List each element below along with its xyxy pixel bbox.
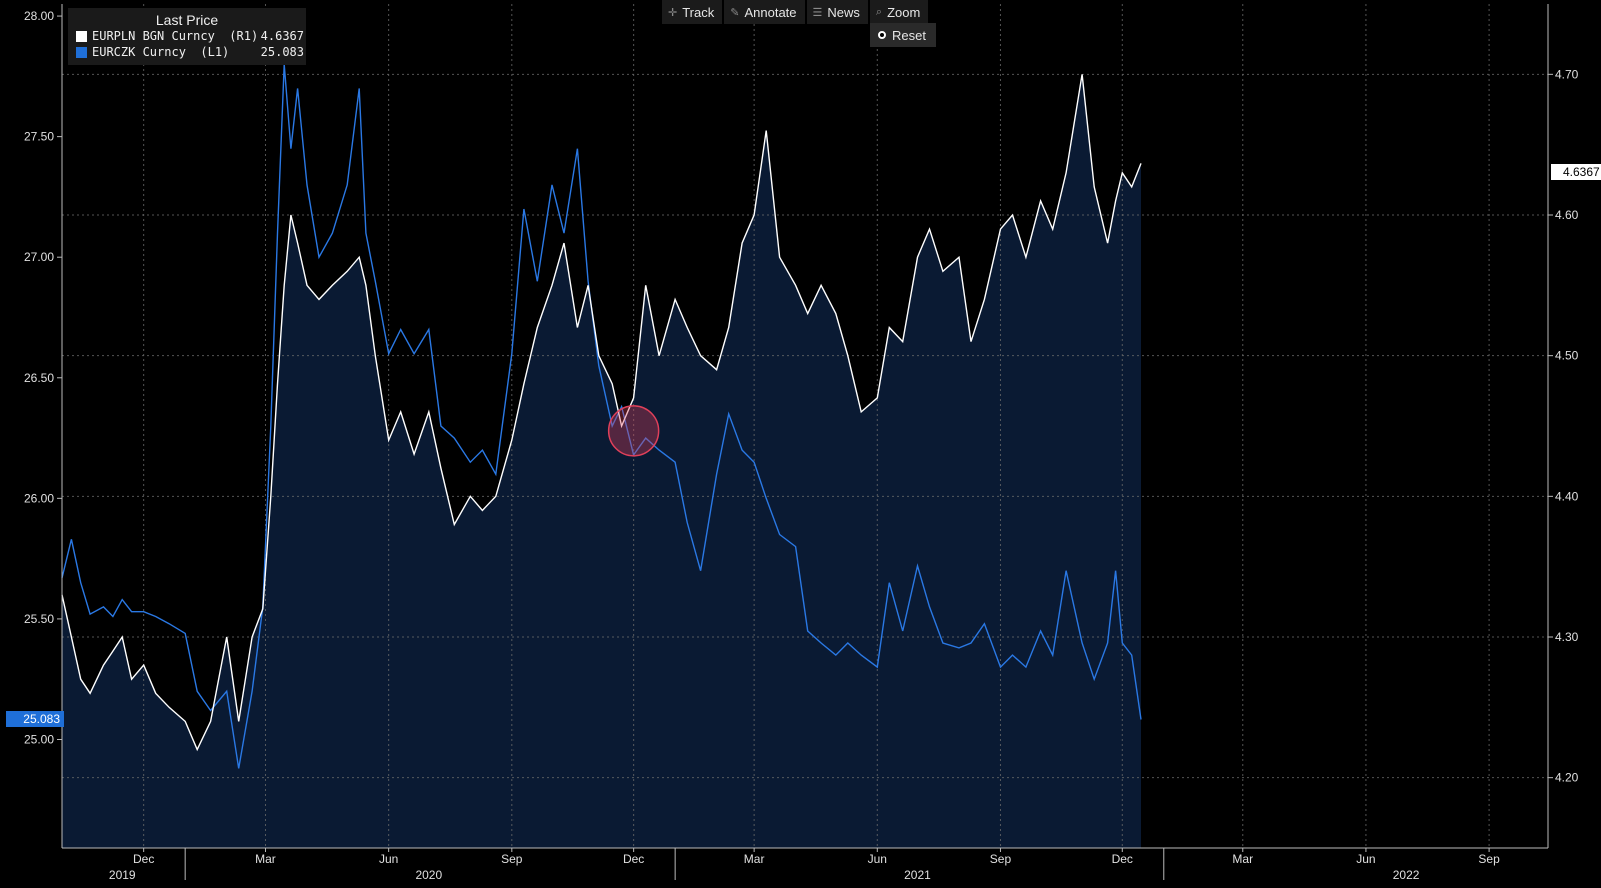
legend-title: Last Price — [155, 12, 219, 28]
news-label: News — [827, 4, 860, 20]
legend-entry-pln[interactable]: EURPLN BGN Curncy (R1) 4.6367 — [68, 28, 306, 44]
left-tick-label-3: 26.50 — [24, 371, 54, 385]
month-label-7: Sep — [990, 852, 1012, 866]
track-label: Track — [682, 4, 715, 20]
month-label-10: Jun — [1356, 852, 1375, 866]
month-label-1: Mar — [255, 852, 276, 866]
month-label-5: Mar — [744, 852, 765, 866]
month-label-4: Dec — [623, 852, 644, 866]
legend-name-pln: EURPLN BGN Curncy (R1) — [92, 29, 259, 43]
reset-button[interactable]: Reset — [870, 23, 936, 47]
month-label-8: Dec — [1112, 852, 1133, 866]
month-label-0: Dec — [133, 852, 154, 866]
zoom-label: Zoom — [887, 4, 921, 20]
pln-series-line — [61, 74, 1142, 752]
right-tick-label-4: 4.60 — [1555, 208, 1579, 222]
annotate-label: Annotate — [744, 4, 797, 20]
pln-area-fill — [62, 74, 1141, 849]
left-tick-label-6: 28.00 — [24, 9, 54, 23]
right-tick-label-5: 4.70 — [1555, 67, 1579, 81]
annotate-button[interactable]: ✎ Annotate — [724, 0, 805, 24]
right-tick-label-0: 4.20 — [1555, 771, 1579, 785]
magnifier-icon: ⌕ — [875, 5, 883, 18]
left-tick-label-1: 25.50 — [24, 612, 54, 626]
legend-panel: Last Price EURPLN BGN Curncy (R1) 4.6367… — [68, 8, 306, 65]
highlight-marker — [607, 405, 660, 457]
year-label-1: 2020 — [415, 868, 442, 882]
chart-toolbar: ✛ Track ✎ Annotate ☰ News ⌕ Zoom — [662, 0, 929, 24]
radio-dot-icon — [878, 31, 886, 39]
year-label-3: 2022 — [1393, 868, 1420, 882]
news-button[interactable]: ☰ News — [806, 0, 868, 24]
reset-label: Reset — [892, 27, 926, 43]
czk-series-line — [61, 64, 1142, 769]
legend-swatch-czk — [76, 46, 87, 58]
left-tick-label-0: 25.00 — [24, 732, 54, 746]
month-label-3: Sep — [501, 852, 523, 866]
last-value-tag-right: 4.6367 — [1551, 164, 1601, 180]
year-label-0: 2019 — [109, 868, 136, 882]
right-tick-label-3: 4.50 — [1555, 349, 1579, 363]
year-label-2: 2021 — [904, 868, 931, 882]
left-tick-label-2: 26.00 — [24, 491, 54, 505]
legend-value-czk: 25.083 — [260, 45, 304, 59]
zoom-button[interactable]: ⌕ Zoom — [869, 0, 929, 24]
right-tick-label-2: 4.40 — [1555, 489, 1579, 503]
month-label-2: Jun — [379, 852, 398, 866]
left-tick-label-4: 27.00 — [24, 250, 54, 264]
month-label-6: Jun — [868, 852, 887, 866]
month-label-9: Mar — [1232, 852, 1253, 866]
last-value-tag-left: 25.083 — [6, 711, 64, 727]
legend-entry-czk[interactable]: EURCZK Curncy (L1) 25.083 — [68, 44, 306, 60]
legend-name-czk: EURCZK Curncy (L1) — [92, 45, 230, 59]
crosshair-icon: ✛ — [668, 6, 678, 19]
month-label-11: Sep — [1478, 852, 1500, 866]
left-tick-label-5: 27.50 — [24, 130, 54, 144]
right-tick-label-1: 4.30 — [1555, 630, 1579, 644]
news-icon: ☰ — [812, 6, 823, 19]
track-button[interactable]: ✛ Track — [662, 0, 723, 24]
legend-swatch-pln — [76, 30, 87, 42]
legend-value-pln: 4.6367 — [260, 29, 304, 43]
pencil-icon: ✎ — [730, 6, 740, 19]
